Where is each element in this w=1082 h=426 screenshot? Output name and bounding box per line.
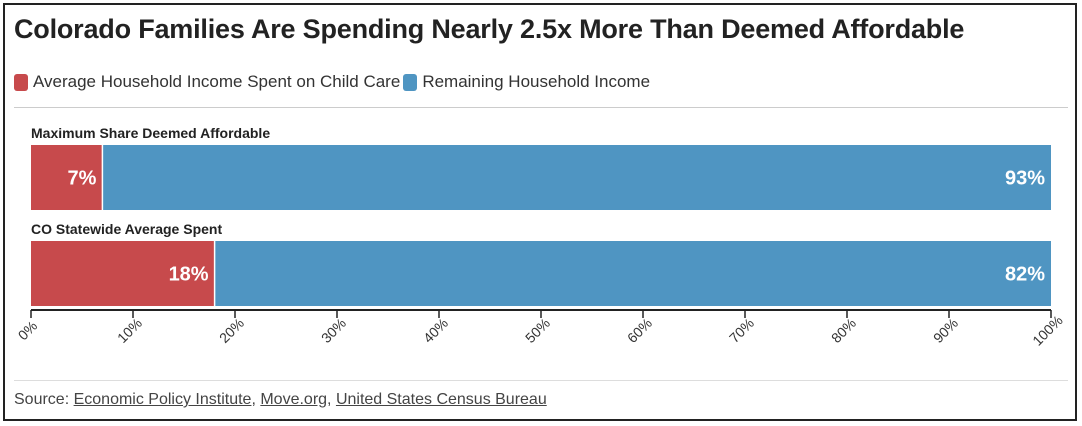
legend-item-child-care: Average Household Income Spent on Child …	[14, 72, 400, 92]
legend-label-child-care: Average Household Income Spent on Child …	[33, 72, 401, 91]
x-tick-label: 100%	[1029, 312, 1066, 349]
bar-segment-remaining	[214, 241, 1052, 306]
x-tick-label: 40%	[420, 315, 451, 346]
x-tick-label: 90%	[930, 315, 961, 346]
category-label: CO Statewide Average Spent	[31, 221, 222, 237]
x-tick-label: 10%	[114, 315, 145, 346]
bar-chart: Maximum Share Deemed Affordable 7% 93% CO S…	[15, 125, 1066, 349]
data-label-remaining: 93%	[1005, 168, 1045, 190]
legend-divider	[14, 107, 1068, 108]
data-label-remaining: 82%	[1005, 264, 1045, 286]
source-link-move[interactable]: Move.org	[260, 391, 328, 408]
source-divider	[14, 380, 1068, 381]
legend-item-remaining: Remaining Household Income	[403, 72, 650, 92]
data-label-child-care: 18%	[169, 264, 209, 286]
legend: Average Household Income Spent on Child …	[14, 72, 653, 92]
data-label-child-care: 7%	[67, 168, 96, 190]
source-link-census[interactable]: United States Census Bureau	[335, 391, 547, 408]
chart-title: Colorado Families Are Spending Nearly 2.…	[14, 14, 965, 44]
x-tick-label: 30%	[318, 315, 349, 346]
source-link-epi[interactable]: Economic Policy Institute	[73, 391, 252, 408]
x-tick-label: 60%	[624, 315, 655, 346]
x-tick-label: 70%	[726, 315, 757, 346]
legend-swatch-remaining	[403, 73, 418, 91]
category-label: Maximum Share Deemed Affordable	[31, 125, 270, 141]
x-tick-label: 50%	[522, 315, 553, 346]
x-tick-label: 20%	[216, 315, 247, 346]
source-prefix: Source:	[14, 391, 74, 408]
bar-segment-child-care	[31, 145, 103, 210]
chart-frame	[3, 3, 1077, 421]
legend-label-remaining: Remaining Household Income	[422, 72, 651, 91]
source-separator: ,	[251, 391, 261, 408]
x-tick-label: 0%	[15, 318, 41, 344]
bar-segment-remaining	[102, 145, 1051, 210]
x-tick-label: 80%	[828, 315, 859, 346]
source-separator: ,	[327, 391, 336, 408]
source-line: Source: Economic Policy Institute, Move.…	[14, 391, 547, 409]
legend-swatch-child-care	[14, 73, 28, 91]
bar-segment-child-care	[31, 241, 215, 306]
